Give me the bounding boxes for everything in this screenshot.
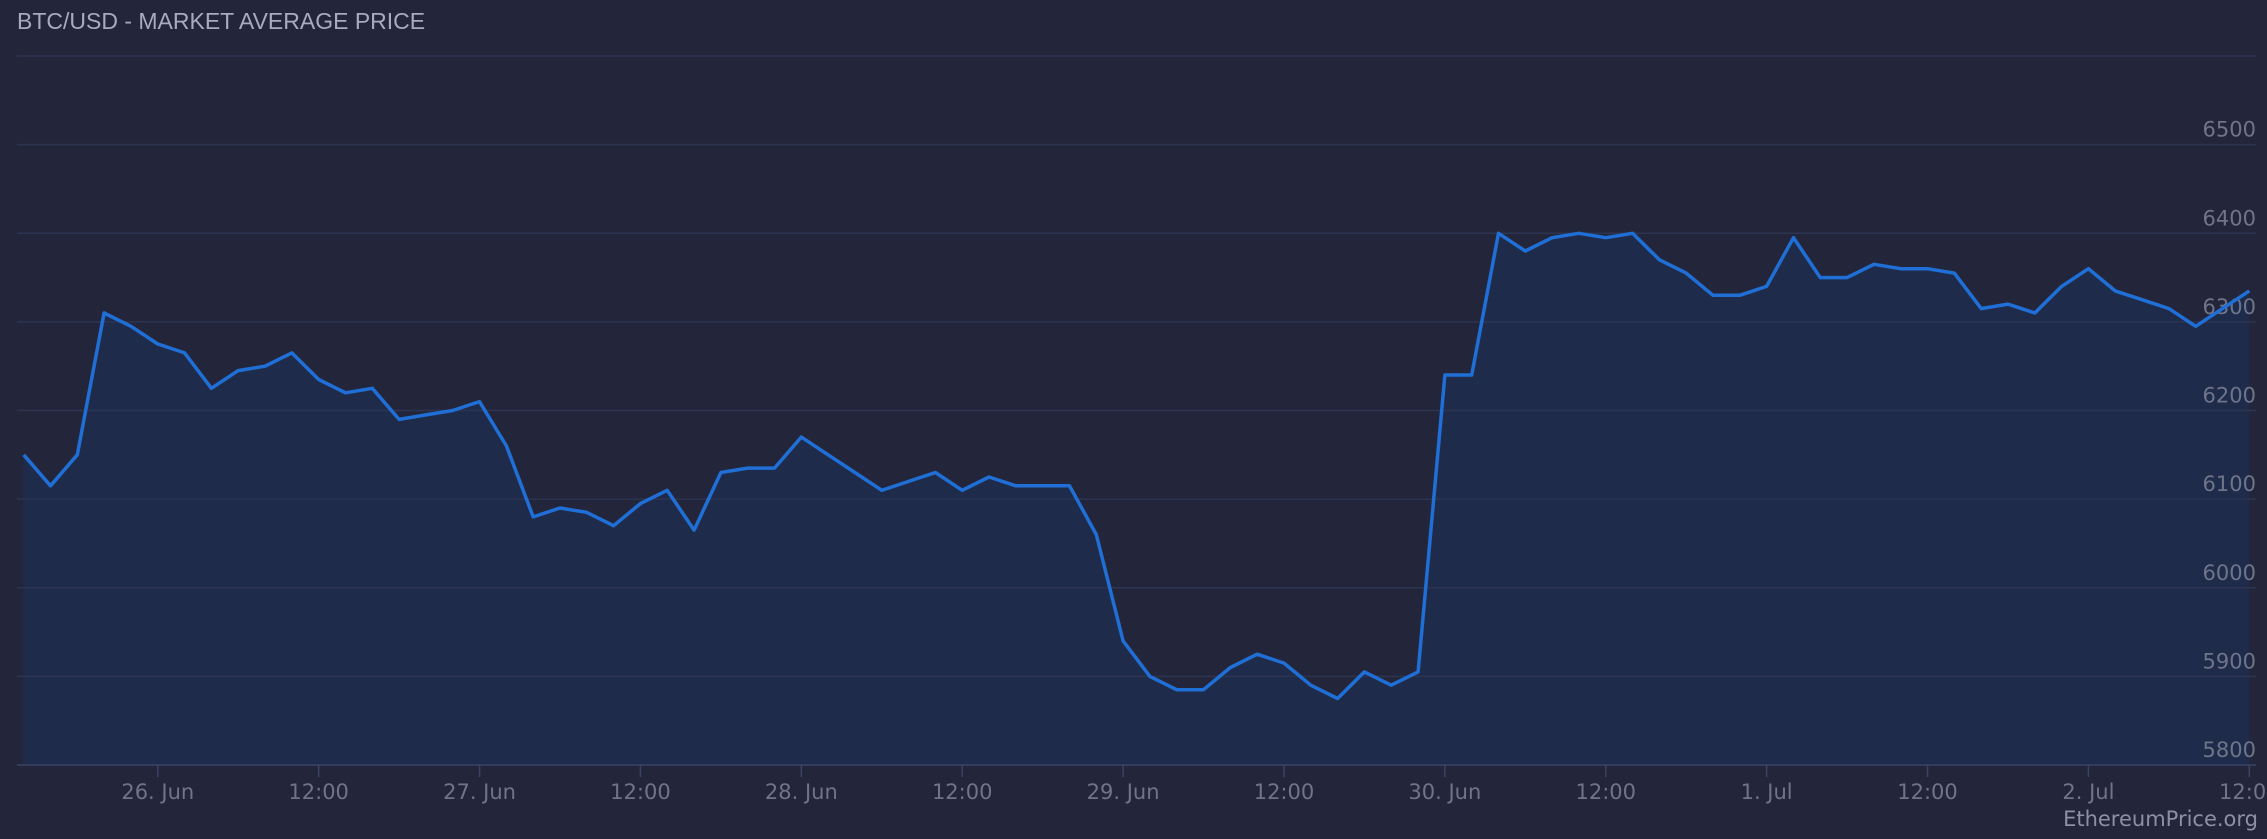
y-tick-label: 6500 xyxy=(2203,118,2256,142)
area-fill xyxy=(23,233,2250,766)
x-tick-label: 28. Jun xyxy=(765,780,838,804)
chart-title: BTC/USD - MARKET AVERAGE PRICE xyxy=(17,8,425,34)
x-tick-label: 26. Jun xyxy=(121,780,194,804)
x-tick-label: 12:00 xyxy=(2219,780,2267,804)
x-tick-label: 12:00 xyxy=(288,780,349,804)
x-tick-label: 29. Jun xyxy=(1087,780,1160,804)
x-tick-label: 12:00 xyxy=(932,780,993,804)
y-tick-label: 5900 xyxy=(2203,649,2256,673)
x-tick-label: 12:00 xyxy=(1897,780,1958,804)
y-tick-label: 6100 xyxy=(2203,472,2256,496)
y-tick-label: 5800 xyxy=(2203,738,2256,762)
y-tick-label: 6400 xyxy=(2203,206,2256,230)
x-tick-label: 27. Jun xyxy=(443,780,516,804)
x-tick-label: 12:00 xyxy=(1575,780,1636,804)
x-tick-label: 1. Jul xyxy=(1741,780,1793,804)
price-line xyxy=(22,231,2251,701)
y-tick-label: 6000 xyxy=(2203,561,2256,585)
x-tick-label: 12:00 xyxy=(610,780,671,804)
credit: EthereumPrice.org xyxy=(2063,807,2258,831)
x-tick-label: 30. Jun xyxy=(1408,780,1481,804)
x-tick-label: 12:00 xyxy=(1254,780,1315,804)
y-tick-label: 6200 xyxy=(2203,384,2256,408)
x-tick-label: 2. Jul xyxy=(2062,780,2114,804)
